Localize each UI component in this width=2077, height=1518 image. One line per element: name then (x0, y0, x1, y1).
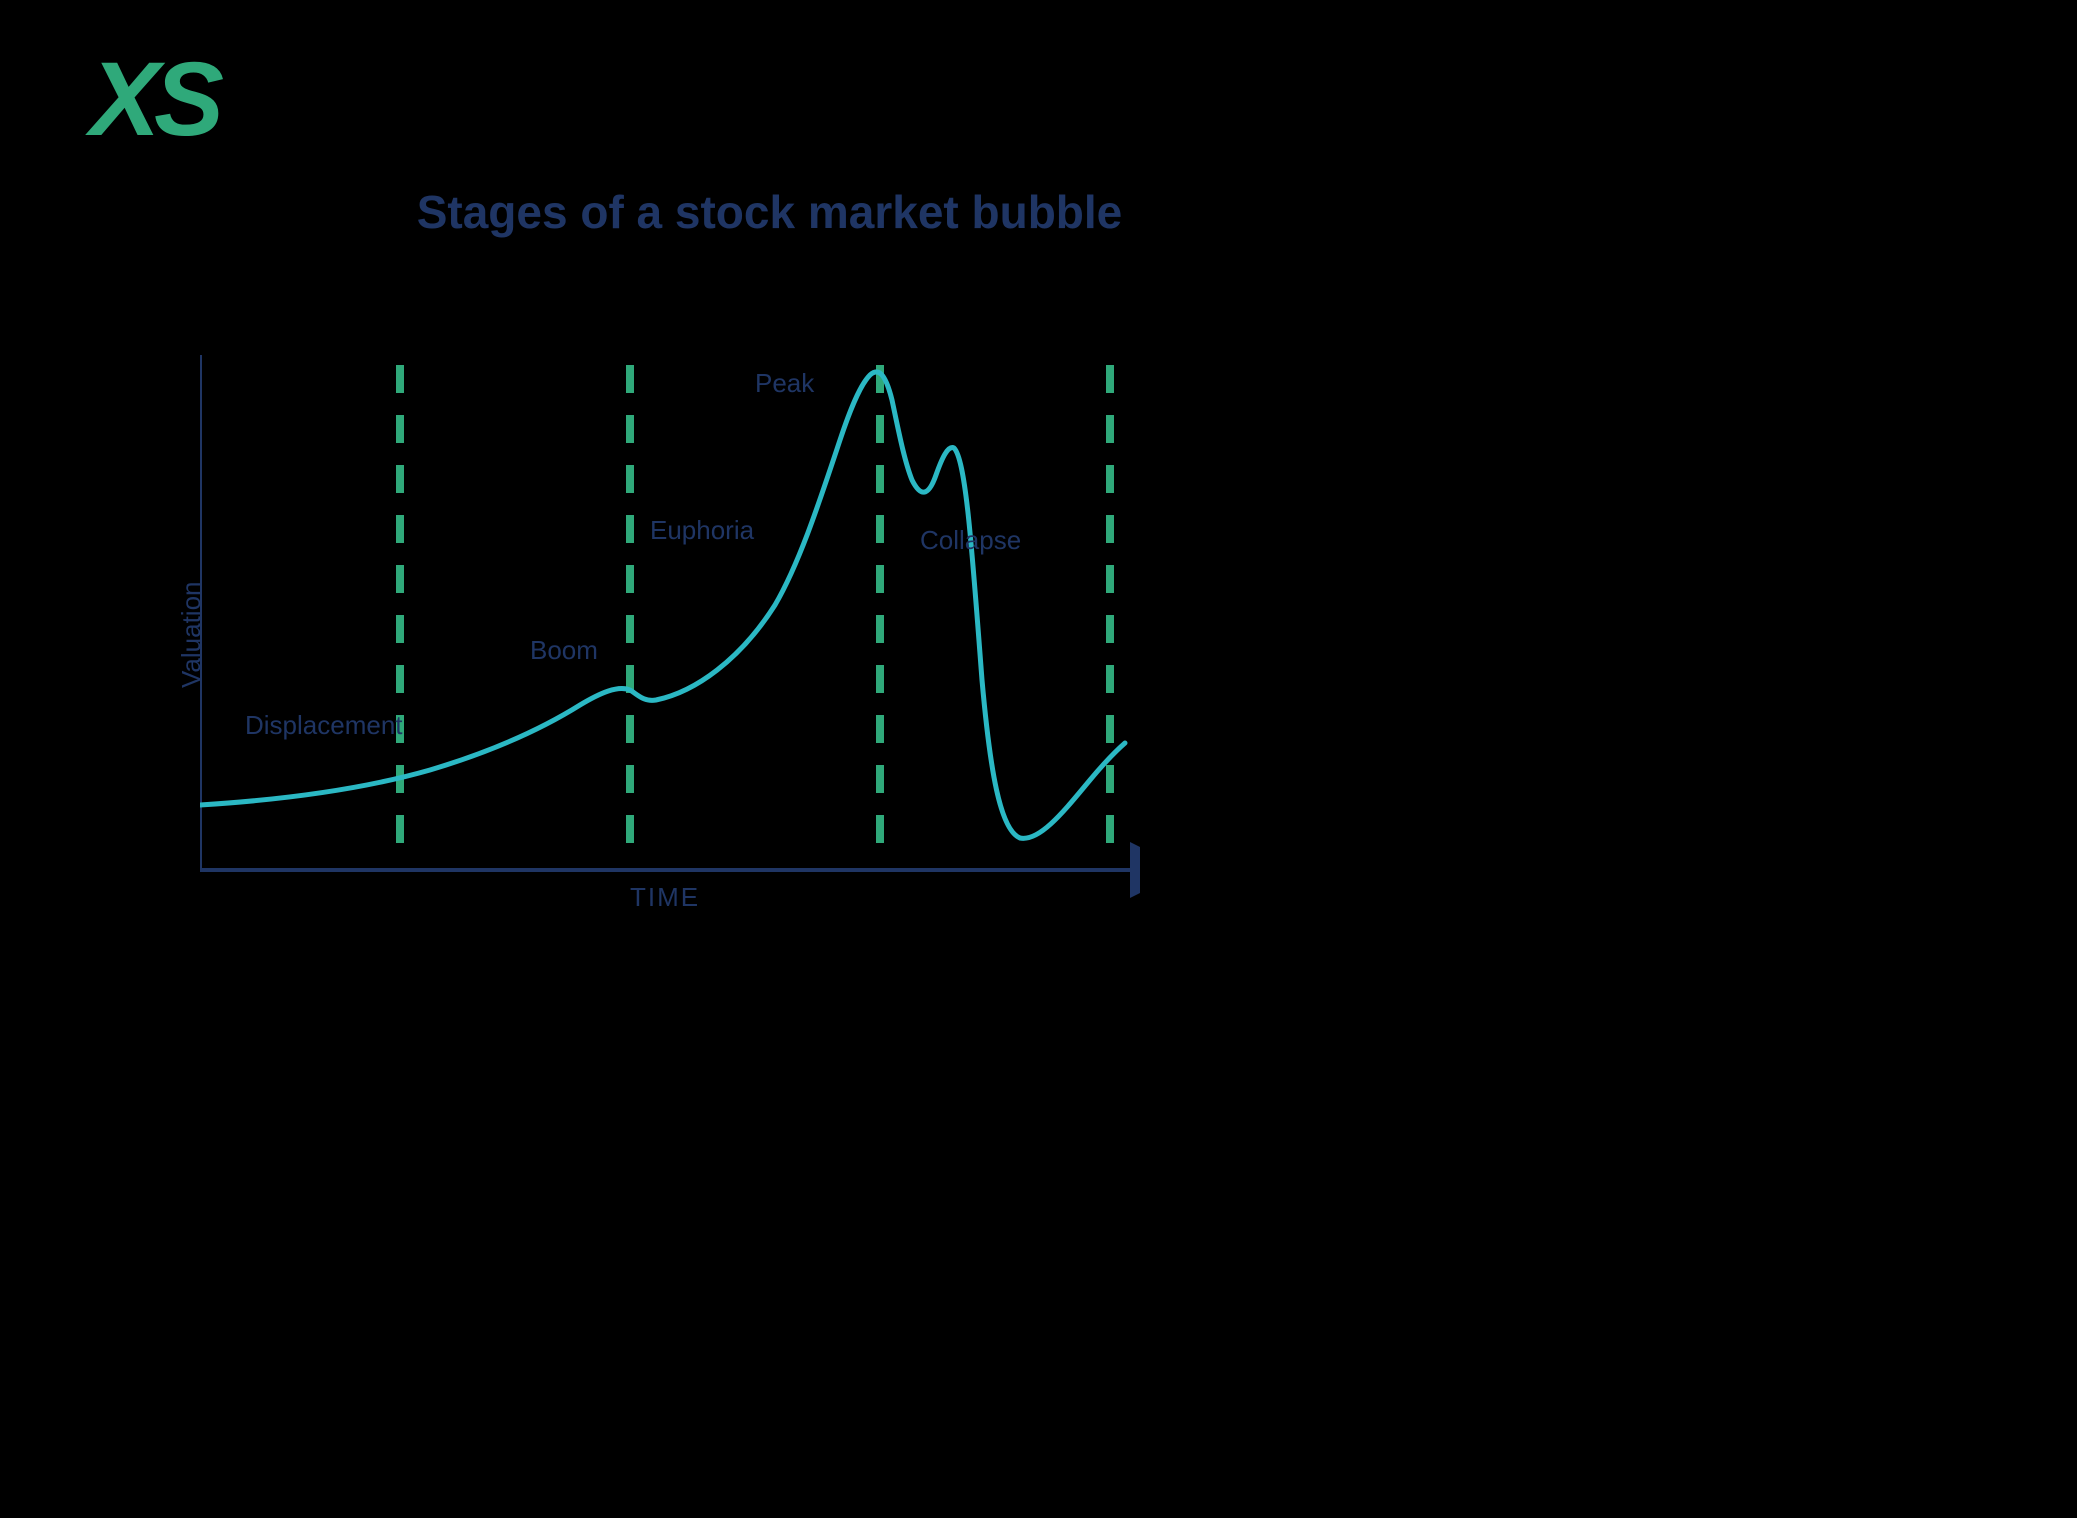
valuation-curve (200, 372, 1125, 838)
x-axis-label: TIME (630, 882, 700, 913)
xs-logo: XS (90, 40, 218, 160)
stage-label-boom: Boom (530, 635, 598, 666)
chart-title: Stages of a stock market bubble (0, 185, 1539, 239)
page-root: XS Stages of a stock market bubble Valua… (0, 0, 1539, 1125)
stage-label-euphoria: Euphoria (650, 515, 754, 546)
chart-area: Valuation TIME Displacement Boom Euphori… (200, 350, 1140, 910)
y-axis-label: Valuation (176, 582, 207, 689)
bubble-stages-chart (200, 350, 1140, 910)
stage-label-peak: Peak (755, 368, 814, 399)
stage-label-displacement: Displacement (245, 710, 403, 741)
stage-label-collapse: Collapse (920, 525, 1021, 556)
